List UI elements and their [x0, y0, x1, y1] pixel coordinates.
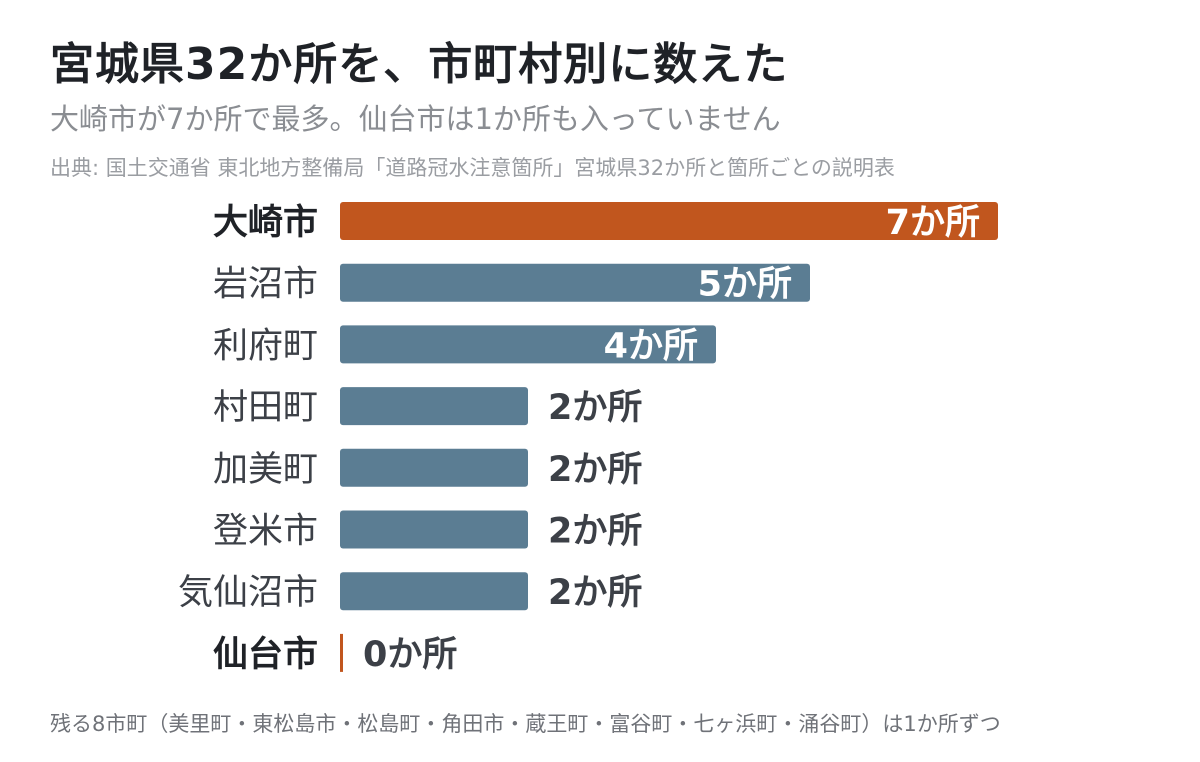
value-label: 4か所: [604, 326, 698, 366]
bar: [340, 263, 810, 302]
value-label: 2か所: [548, 388, 642, 428]
category-label: 利府町: [213, 326, 318, 366]
bar: [340, 325, 716, 364]
chart-source: 出典: 国土交通省 東北地方整備局「道路冠水注意箇所」宮城県32か所と箇所ごとの…: [50, 156, 895, 180]
value-label: 7か所: [886, 203, 980, 243]
chart-footnote: 残る8市町（美里町・東松島市・松島町・角田市・蔵王町・富谷町・七ヶ浜町・涌谷町）…: [50, 712, 1001, 736]
category-label: 大崎市: [213, 203, 318, 243]
bar: [340, 572, 528, 611]
category-label: 岩沼市: [213, 265, 318, 305]
category-label: 加美町: [213, 450, 318, 490]
category-label: 仙台市: [213, 635, 318, 675]
value-label: 0か所: [363, 635, 457, 675]
chart-title: 宮城県32か所を、市町村別に数えた: [50, 39, 789, 90]
value-label: 2か所: [548, 512, 642, 552]
category-label: 気仙沼市: [178, 573, 318, 613]
bar: [340, 387, 528, 426]
category-label: 登米市: [213, 512, 318, 552]
chart-subtitle: 大崎市が7か所で最多。仙台市は1か所も入っていません: [50, 102, 781, 136]
value-label: 5か所: [698, 265, 792, 305]
bar: [340, 448, 528, 487]
value-label: 2か所: [548, 450, 642, 490]
value-label: 2か所: [548, 573, 642, 613]
category-label: 村田町: [213, 388, 318, 428]
zero-bar-marker: [340, 633, 343, 672]
bar: [340, 510, 528, 549]
bar: [340, 202, 998, 240]
